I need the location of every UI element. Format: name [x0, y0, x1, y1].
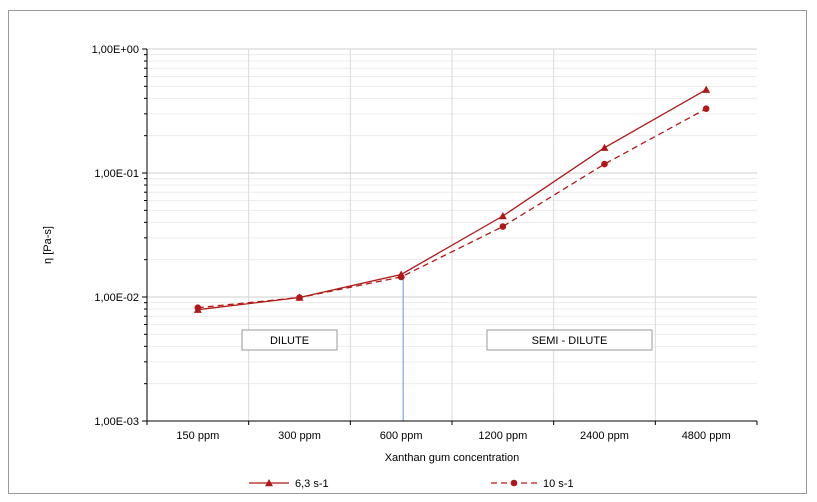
axes-layer — [142, 48, 758, 425]
legend-marker — [265, 479, 273, 487]
region-semi-dilute: SEMI - DILUTE — [486, 329, 653, 351]
x-tick-label: 300 ppm — [278, 430, 321, 442]
data-point — [601, 160, 608, 168]
grid-layer — [147, 48, 757, 421]
x-tick-labels: 150 ppm 300 ppm 600 ppm 1200 ppm 2400 ppm 480… — [176, 430, 730, 442]
data-point — [194, 304, 202, 311]
series-layer — [193, 85, 711, 313]
data-point — [296, 294, 303, 301]
y-axis-title: η [Pa-s] — [42, 226, 54, 264]
legend-item: 6,3 s-1 — [249, 478, 329, 490]
legend-marker — [510, 479, 518, 487]
series-circle — [194, 105, 710, 311]
data-point — [702, 105, 710, 113]
region-dilute-label: DILUTE — [270, 335, 309, 347]
region-semi-dilute-box — [486, 329, 653, 351]
legend: 6,3 s-1 10 s-1 — [249, 478, 574, 490]
x-tick-label: 600 ppm — [380, 430, 423, 442]
data-point — [498, 212, 507, 220]
viscosity-chart: DILUTE SEMI - DILUTE 1,00E-031,00E-021,0… — [42, 44, 758, 490]
x-axis-title: Xanthan gum concentration — [385, 452, 520, 464]
x-tick-label: 150 ppm — [176, 430, 219, 442]
data-point — [702, 85, 711, 93]
y-tick-labels: 1,00E-03 1,00E-02 1,00E-01 1,00E+00 — [92, 44, 139, 428]
x-tick-label: 1200 ppm — [478, 430, 527, 442]
x-tick-label: 4800 ppm — [682, 430, 731, 442]
data-point — [397, 273, 405, 281]
series-line — [197, 108, 707, 309]
data-point — [499, 223, 507, 230]
y-tick-label: 1,00E-03 — [94, 416, 139, 428]
y-tick-label: 1,00E-02 — [94, 292, 139, 304]
legend-label: 10 s-1 — [543, 478, 574, 490]
region-dilute-box — [241, 329, 338, 351]
legend-item: 10 s-1 — [491, 478, 574, 490]
y-tick-label: 1,00E-01 — [94, 168, 139, 180]
region-dilute: DILUTE — [241, 329, 338, 351]
data-point — [600, 143, 609, 151]
x-tick-label: 2400 ppm — [580, 430, 629, 442]
legend-label: 6,3 s-1 — [295, 478, 329, 490]
region-semi-dilute-label: SEMI - DILUTE — [532, 335, 608, 347]
y-tick-label: 1,00E+00 — [92, 44, 139, 56]
chart-frame: DILUTE SEMI - DILUTE 1,00E-03 1,00E-02 1,0… — [8, 10, 807, 494]
